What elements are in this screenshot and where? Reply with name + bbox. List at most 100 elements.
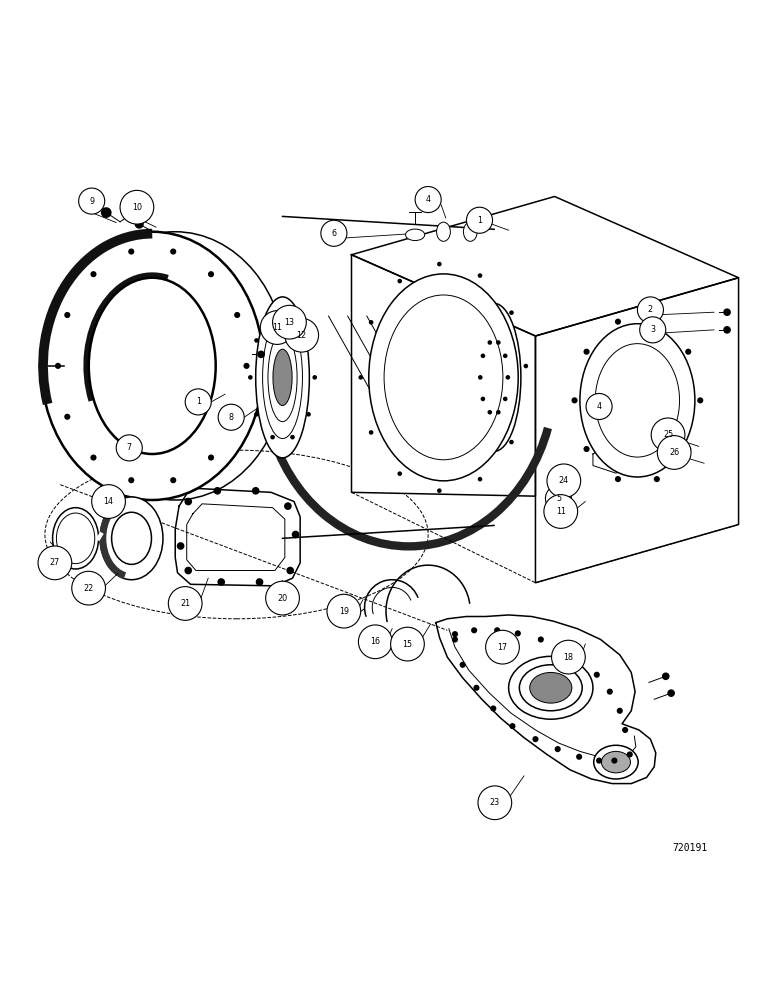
Circle shape (452, 636, 458, 643)
Circle shape (515, 630, 521, 636)
Circle shape (591, 406, 599, 414)
Circle shape (134, 219, 144, 229)
Text: 13: 13 (284, 318, 294, 327)
Circle shape (617, 708, 623, 714)
Circle shape (369, 430, 374, 435)
Circle shape (270, 435, 275, 439)
Circle shape (576, 754, 582, 760)
Ellipse shape (520, 665, 582, 711)
Circle shape (554, 746, 560, 752)
Circle shape (358, 625, 392, 659)
Ellipse shape (463, 222, 477, 241)
Circle shape (64, 312, 70, 318)
Circle shape (285, 318, 319, 352)
Text: 27: 27 (49, 558, 60, 567)
Text: 26: 26 (669, 448, 679, 457)
Circle shape (486, 630, 520, 664)
Circle shape (640, 317, 665, 343)
Circle shape (266, 581, 300, 615)
Circle shape (214, 487, 222, 495)
Text: 19: 19 (339, 607, 349, 616)
Circle shape (120, 190, 154, 224)
Circle shape (252, 487, 259, 495)
Text: 1: 1 (477, 216, 482, 225)
Circle shape (185, 389, 212, 415)
Circle shape (248, 375, 252, 380)
Circle shape (478, 786, 512, 820)
Circle shape (64, 414, 70, 420)
Circle shape (72, 571, 106, 605)
Circle shape (128, 248, 134, 255)
Circle shape (594, 672, 600, 678)
Circle shape (487, 410, 492, 415)
Circle shape (471, 627, 477, 633)
Circle shape (218, 404, 244, 430)
Circle shape (584, 446, 590, 452)
Circle shape (313, 375, 317, 380)
Circle shape (254, 338, 259, 343)
Circle shape (369, 320, 374, 325)
Circle shape (290, 315, 295, 320)
Circle shape (544, 495, 577, 528)
Circle shape (686, 349, 691, 355)
Circle shape (117, 435, 142, 461)
Text: 11: 11 (556, 507, 566, 516)
Circle shape (478, 273, 482, 278)
Circle shape (723, 326, 731, 334)
Circle shape (533, 736, 539, 742)
Ellipse shape (530, 672, 572, 703)
Circle shape (327, 594, 361, 628)
Circle shape (185, 567, 192, 574)
Circle shape (494, 627, 500, 633)
Circle shape (466, 207, 493, 233)
Circle shape (101, 207, 112, 218)
Circle shape (321, 220, 347, 246)
Polygon shape (593, 443, 633, 473)
Circle shape (546, 485, 571, 511)
Circle shape (128, 477, 134, 483)
Circle shape (622, 727, 628, 733)
Circle shape (90, 454, 96, 461)
Text: 4: 4 (425, 195, 431, 204)
Text: 11: 11 (273, 323, 282, 332)
Text: 2: 2 (648, 305, 653, 314)
Polygon shape (351, 255, 536, 496)
Circle shape (358, 375, 363, 380)
Circle shape (627, 751, 633, 758)
Circle shape (270, 315, 275, 320)
Circle shape (452, 631, 458, 637)
Ellipse shape (100, 497, 163, 580)
Polygon shape (175, 489, 300, 586)
Circle shape (654, 319, 660, 325)
Circle shape (398, 279, 402, 283)
Circle shape (478, 375, 482, 380)
Circle shape (218, 578, 225, 586)
Circle shape (459, 662, 466, 668)
Ellipse shape (437, 222, 450, 241)
Ellipse shape (405, 229, 425, 241)
Ellipse shape (112, 512, 151, 564)
Circle shape (90, 271, 96, 277)
Circle shape (523, 364, 528, 368)
Text: 3: 3 (650, 325, 655, 334)
Text: 17: 17 (497, 643, 507, 652)
Text: 720191: 720191 (672, 843, 708, 853)
Circle shape (652, 418, 685, 452)
Circle shape (667, 689, 675, 697)
Ellipse shape (369, 274, 518, 481)
Circle shape (170, 477, 176, 483)
Text: 20: 20 (277, 594, 288, 603)
Circle shape (487, 340, 492, 345)
Circle shape (243, 363, 249, 369)
Circle shape (662, 672, 669, 680)
Circle shape (503, 354, 507, 358)
Circle shape (506, 375, 510, 380)
Circle shape (415, 187, 441, 213)
Ellipse shape (41, 232, 263, 500)
Circle shape (234, 312, 240, 318)
Circle shape (496, 340, 500, 345)
Text: 1: 1 (196, 397, 201, 406)
Circle shape (510, 440, 514, 444)
Circle shape (234, 414, 240, 420)
Circle shape (79, 188, 105, 214)
